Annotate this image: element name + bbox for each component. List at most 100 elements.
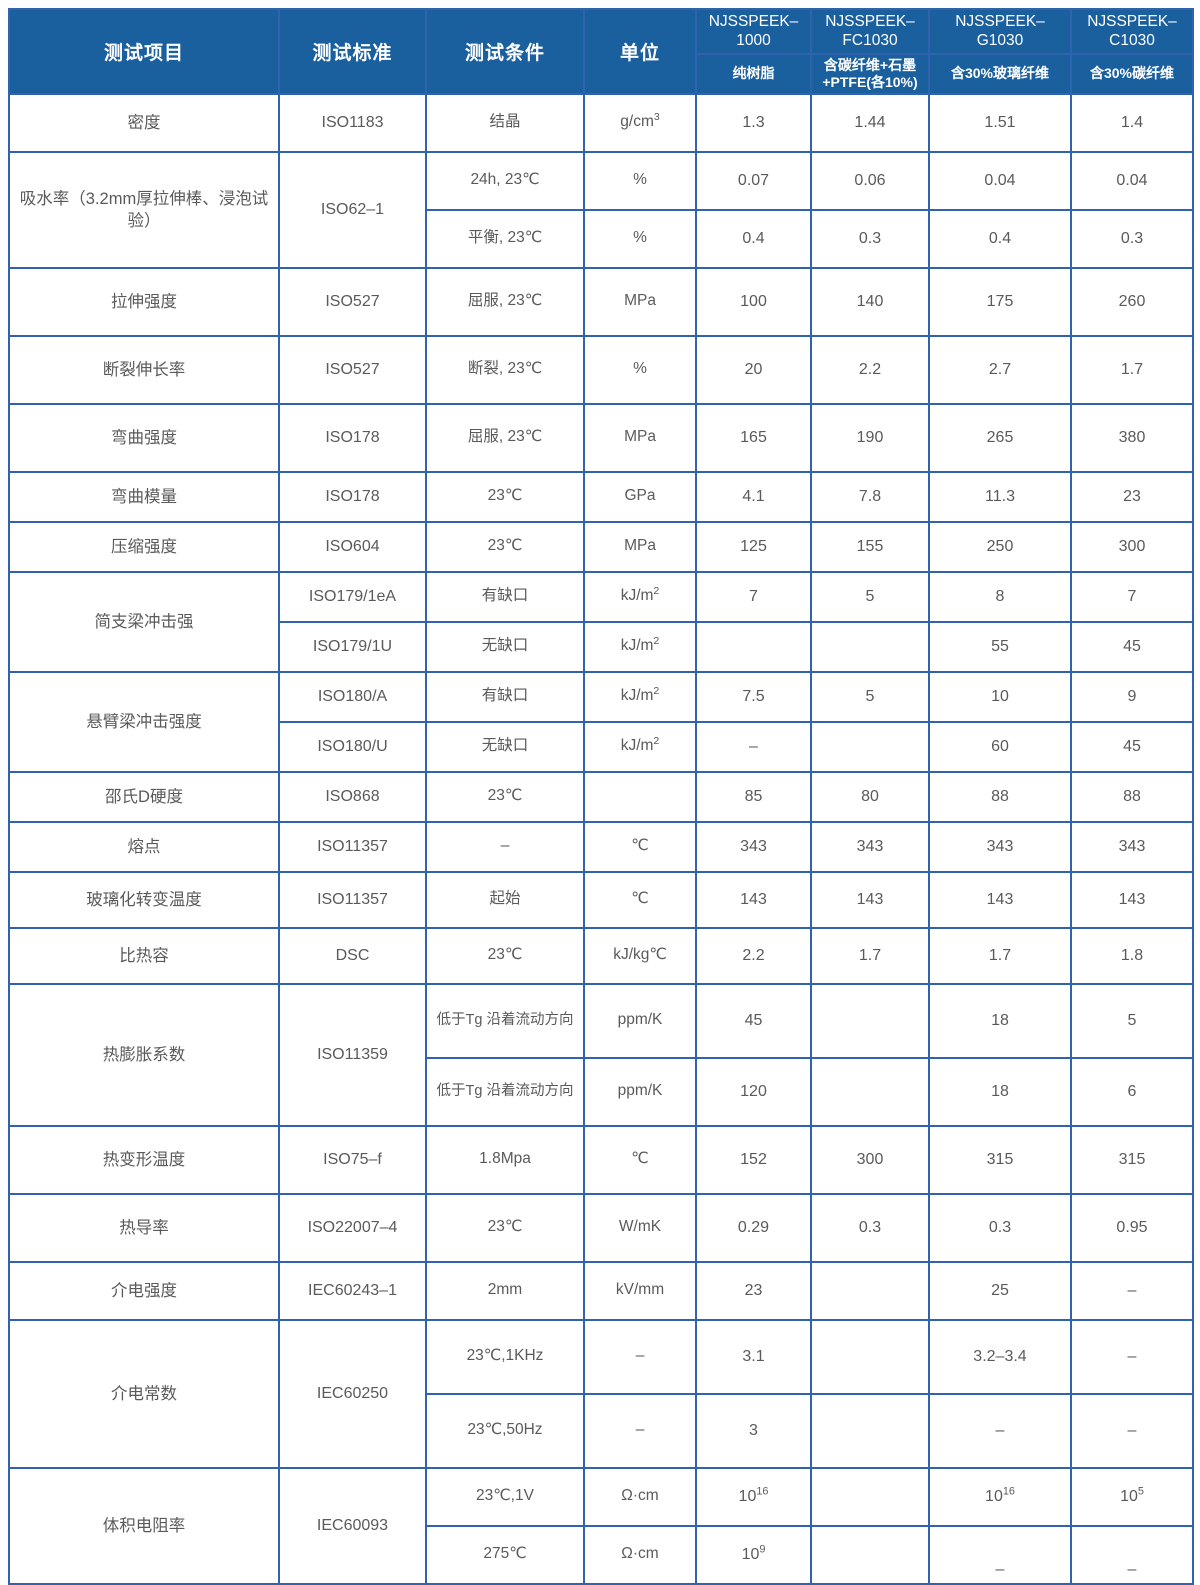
- cell-unit: ppm/K: [583, 1056, 697, 1127]
- cell-test-condition: 23℃: [425, 470, 585, 523]
- cell-test-condition: 有缺口: [425, 670, 585, 723]
- cell-value-product-4: 0.04: [1070, 150, 1194, 211]
- cell-value-product-3: 18: [928, 1056, 1072, 1127]
- cell-value-product-1: 7.5: [695, 670, 812, 723]
- cell-unit: MPa: [583, 266, 697, 337]
- cell-test-condition: 无缺口: [425, 620, 585, 673]
- table-row: 玻璃化转变温度 ISO11357 起始 ℃ 143 143 143 143: [8, 870, 1194, 929]
- cell-value-product-2: 80: [810, 770, 930, 823]
- cell-value-product-1: –: [695, 720, 812, 773]
- cell-value-product-3: 143: [928, 870, 1072, 929]
- cell-value-product-3: 3.2–3.4: [928, 1318, 1072, 1395]
- cell-unit: %: [583, 334, 697, 405]
- cell-test-standard: IEC60243–1: [278, 1260, 427, 1321]
- cell-value-product-1: 85: [695, 770, 812, 823]
- cell-unit: kJ/m2: [583, 570, 697, 623]
- cell-value-product-3: –: [928, 1392, 1072, 1469]
- column-header-product-4-desc: 含30%碳纤维: [1070, 52, 1194, 95]
- row-label-test-item: 压缩强度: [8, 520, 280, 573]
- cell-value-product-2: 5: [810, 670, 930, 723]
- cell-test-condition: 有缺口: [425, 570, 585, 623]
- row-label-test-item: 比热容: [8, 926, 280, 985]
- cell-value-product-1: 4.1: [695, 470, 812, 523]
- cell-unit: kJ/kg℃: [583, 926, 697, 985]
- cell-value-product-4: 9: [1070, 670, 1194, 723]
- cell-test-condition: 23℃,50Hz: [425, 1392, 585, 1469]
- material-property-table: 测试项目 测试标准 测试条件 单位 NJSSPEEK–1000 NJSSPEEK…: [8, 8, 1194, 1585]
- cell-value-product-4: 7: [1070, 570, 1194, 623]
- cell-test-standard: ISO527: [278, 266, 427, 337]
- cell-value-product-2: 155: [810, 520, 930, 573]
- cell-test-condition: 起始: [425, 870, 585, 929]
- cell-test-condition: 无缺口: [425, 720, 585, 773]
- cell-unit: [583, 770, 697, 823]
- cell-value-product-3: 88: [928, 770, 1072, 823]
- table-row: 熔点 ISO11357– ℃ 343 343 343 343: [8, 820, 1194, 873]
- cell-test-standard: ISO179/1eA: [278, 570, 427, 623]
- cell-unit: ℃: [583, 1124, 697, 1195]
- table-header: 测试项目 测试标准 测试条件 单位 NJSSPEEK–1000 NJSSPEEK…: [8, 8, 1194, 95]
- row-label-test-item: 拉伸强度: [8, 266, 280, 337]
- cell-unit: W/mK: [583, 1192, 697, 1263]
- cell-value-product-3: 0.3: [928, 1192, 1072, 1263]
- cell-test-condition: 23℃: [425, 1192, 585, 1263]
- cell-unit: %: [583, 208, 697, 269]
- column-header-product-1-name: NJSSPEEK–1000: [695, 8, 812, 55]
- cell-value-product-3: 25: [928, 1260, 1072, 1321]
- cell-unit: kJ/m2: [583, 620, 697, 673]
- cell-test-standard: ISO11357: [278, 820, 427, 873]
- cell-value-product-3: 18: [928, 982, 1072, 1059]
- cell-unit: ℃: [583, 870, 697, 929]
- cell-value-product-3: 55: [928, 620, 1072, 673]
- cell-test-condition: –: [425, 820, 585, 873]
- table-body: 密度 ISO1183 结晶 g/cm3 1.3 1.44 1.51 1.4 吸水率（3.2mm厚…: [8, 92, 1194, 1585]
- cell-value-product-2: [810, 1318, 930, 1395]
- cell-unit: GPa: [583, 470, 697, 523]
- cell-value-product-3: 343: [928, 820, 1072, 873]
- column-header-product-2-name: NJSSPEEK–FC1030: [810, 8, 930, 55]
- cell-value-product-2: 190: [810, 402, 930, 473]
- cell-test-standard: ISO75–f: [278, 1124, 427, 1195]
- cell-test-standard: ISO180/U: [278, 720, 427, 773]
- cell-value-product-4: 343: [1070, 820, 1194, 873]
- cell-value-product-3: 175: [928, 266, 1072, 337]
- cell-value-product-1: 100: [695, 266, 812, 337]
- cell-value-product-3: 315: [928, 1124, 1072, 1195]
- table-row: 275℃ Ω·cm 109 – –: [9, 1524, 1194, 1585]
- cell-value-product-4: 0.95: [1070, 1192, 1194, 1263]
- cell-value-product-2: 7.8: [810, 470, 930, 523]
- cell-test-condition: 23℃,1V: [425, 1466, 585, 1527]
- cell-unit: –: [583, 1392, 697, 1469]
- column-header-product-3-name: NJSSPEEK–G1030: [928, 8, 1072, 55]
- cell-value-product-1: 125: [695, 520, 812, 573]
- cell-test-condition: 低于Tg 沿着流动方向: [425, 1056, 585, 1127]
- cell-value-product-2: 0.06: [810, 150, 930, 211]
- row-label-test-item: 介电强度: [8, 1260, 280, 1321]
- cell-test-condition: 24h, 23℃: [425, 150, 585, 211]
- cell-test-standard: IEC60250: [278, 1318, 427, 1469]
- cell-test-condition: 23℃: [425, 520, 585, 573]
- table-row: ISO180/U 无缺口 kJ/m2– 60 45: [9, 720, 1194, 773]
- cell-value-product-4: 105: [1070, 1466, 1194, 1527]
- row-label-test-item: 悬臂梁冲击强度: [8, 670, 280, 773]
- cell-value-product-4: –: [1070, 1392, 1194, 1469]
- table-row: 压缩强度 ISO604 23℃ MPa 125 155 250 300: [8, 520, 1194, 573]
- cell-test-standard: ISO22007–4: [278, 1192, 427, 1263]
- table-row: ISO179/1U 无缺口 kJ/m2 55 45: [9, 620, 1194, 673]
- cell-value-product-4: 5: [1070, 982, 1194, 1059]
- cell-test-standard: ISO178: [278, 402, 427, 473]
- cell-value-product-1: 0.29: [695, 1192, 812, 1263]
- column-header-product-1-desc: 纯树脂: [695, 52, 812, 95]
- cell-value-product-2: 0.3: [810, 1192, 930, 1263]
- cell-test-standard: ISO1183: [278, 92, 427, 153]
- cell-value-product-4: 1.7: [1070, 334, 1194, 405]
- cell-value-product-2: 5: [810, 570, 930, 623]
- table-row: 热导率 ISO22007–4 23℃ W/mK 0.29 0.3 0.3 0.95: [8, 1192, 1194, 1263]
- cell-value-product-4: 45: [1070, 720, 1194, 773]
- table-row: 热膨胀系数 ISO11359 低于Tg 沿着流动方向 ppm/K 45 18 5: [8, 982, 1194, 1127]
- cell-value-product-4: 23: [1070, 470, 1194, 523]
- table-row: 体积电阻率 IEC60093 23℃,1V Ω·cm 1016 1016 105: [8, 1466, 1194, 1585]
- cell-value-product-4: 260: [1070, 266, 1194, 337]
- row-label-test-item: 密度: [8, 92, 280, 153]
